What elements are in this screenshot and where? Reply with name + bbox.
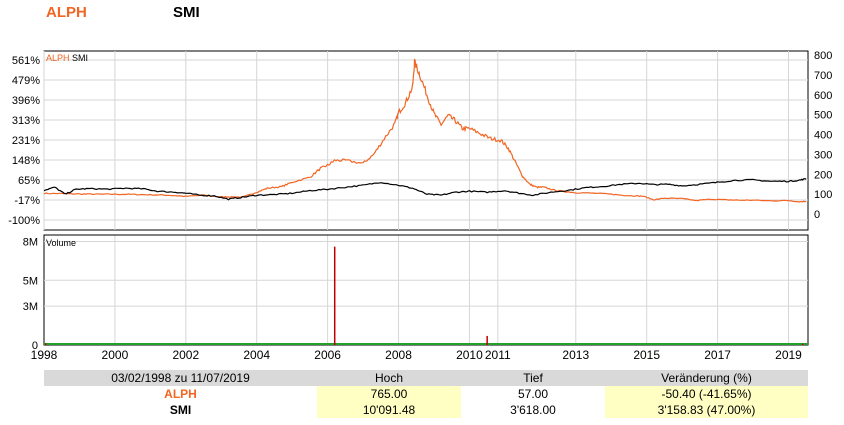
right-tick-label: 0	[814, 209, 820, 221]
stats-row: ALPH 765.00 57.00 -50.40 (-41.65%)	[44, 386, 808, 402]
stats-table: 03/02/1998 zu 11/07/2019 Hoch Tief Verän…	[44, 370, 808, 418]
volume-title: Volume	[46, 238, 76, 248]
header-high: Hoch	[317, 370, 461, 386]
row-low: 57.00	[517, 387, 549, 401]
x-tick-label: 2011	[485, 348, 511, 362]
right-tick-label: 500	[814, 110, 832, 122]
left-tick-label: 313%	[12, 115, 40, 127]
price-panel: 561% 479% 396% 313% 231% 148% 65% -17% -100% 800 7…	[8, 50, 832, 231]
ticker-a-heading: ALPH	[46, 4, 87, 21]
x-tick-label: 2019	[775, 348, 802, 362]
x-tick-label: 2006	[314, 348, 341, 362]
row-low: 3'618.00	[510, 403, 556, 417]
row-name: ALPH	[164, 387, 197, 401]
x-tick-label: 2013	[562, 348, 589, 362]
ticker-b-heading: SMI	[173, 4, 200, 21]
right-tick-label: 200	[814, 169, 832, 181]
x-tick-label: 2002	[172, 348, 199, 362]
right-tick-label: 700	[814, 70, 832, 82]
right-tick-label: 300	[814, 149, 832, 161]
legend: ALPH SMI	[46, 53, 88, 63]
left-tick-label: 396%	[12, 95, 40, 107]
price-volume-chart: 561% 479% 396% 313% 231% 148% 65% -17% -100% 800 7…	[8, 50, 832, 362]
volume-plot-frame	[43, 234, 809, 346]
left-tick-label: 148%	[12, 155, 40, 167]
stats-row: SMI 10'091.48 3'618.00 3'158.83 (47.00%)	[44, 402, 808, 418]
header-change: Veränderung (%)	[605, 370, 808, 386]
right-tick-label: 400	[814, 130, 832, 142]
volume-tick-label: 3M	[23, 301, 38, 313]
left-tick-label: 231%	[12, 135, 40, 147]
date-range: 03/02/1998 zu 11/07/2019	[44, 370, 317, 386]
row-high: 765.00	[317, 386, 461, 402]
legend-item: SMI	[70, 53, 89, 63]
right-tick-label: 100	[814, 189, 832, 201]
left-tick-label: -17%	[14, 195, 40, 207]
right-tick-label: 600	[814, 90, 832, 102]
row-change: -50.40 (-41.65%)	[605, 386, 808, 402]
series-line-smi	[43, 177, 807, 201]
x-tick-label: 2000	[102, 348, 129, 362]
x-tick-label: 2004	[243, 348, 270, 362]
stats-header-row: 03/02/1998 zu 11/07/2019 Hoch Tief Verän…	[44, 370, 808, 386]
x-tick-label: 2010	[456, 348, 483, 362]
legend-item: ALPH	[46, 53, 70, 63]
x-tick-label: 2017	[704, 348, 731, 362]
right-tick-label: 800	[814, 50, 832, 62]
row-high: 10'091.48	[317, 402, 461, 418]
volume-tick-label: 8M	[23, 236, 38, 248]
left-tick-label: 561%	[12, 55, 40, 67]
x-tick-label: 2015	[633, 348, 660, 362]
x-axis: 1998 2000 2002 2004 2006 2008 2010 2011 2013 2015…	[31, 348, 803, 362]
x-tick-label: 1998	[31, 348, 58, 362]
left-tick-label: 479%	[12, 75, 40, 87]
volume-tick-label: 5M	[23, 275, 38, 287]
left-tick-label: 65%	[18, 175, 40, 187]
row-change: 3'158.83 (47.00%)	[605, 402, 808, 418]
volume-tick-label: 0	[32, 340, 38, 352]
left-tick-label: -100%	[8, 215, 40, 227]
x-tick-label: 2008	[385, 348, 412, 362]
volume-panel: 8M 5M 3M 0 Volume	[23, 234, 809, 352]
row-name: SMI	[169, 403, 192, 417]
header-low: Tief	[461, 370, 605, 386]
series-line-alph	[43, 58, 807, 203]
